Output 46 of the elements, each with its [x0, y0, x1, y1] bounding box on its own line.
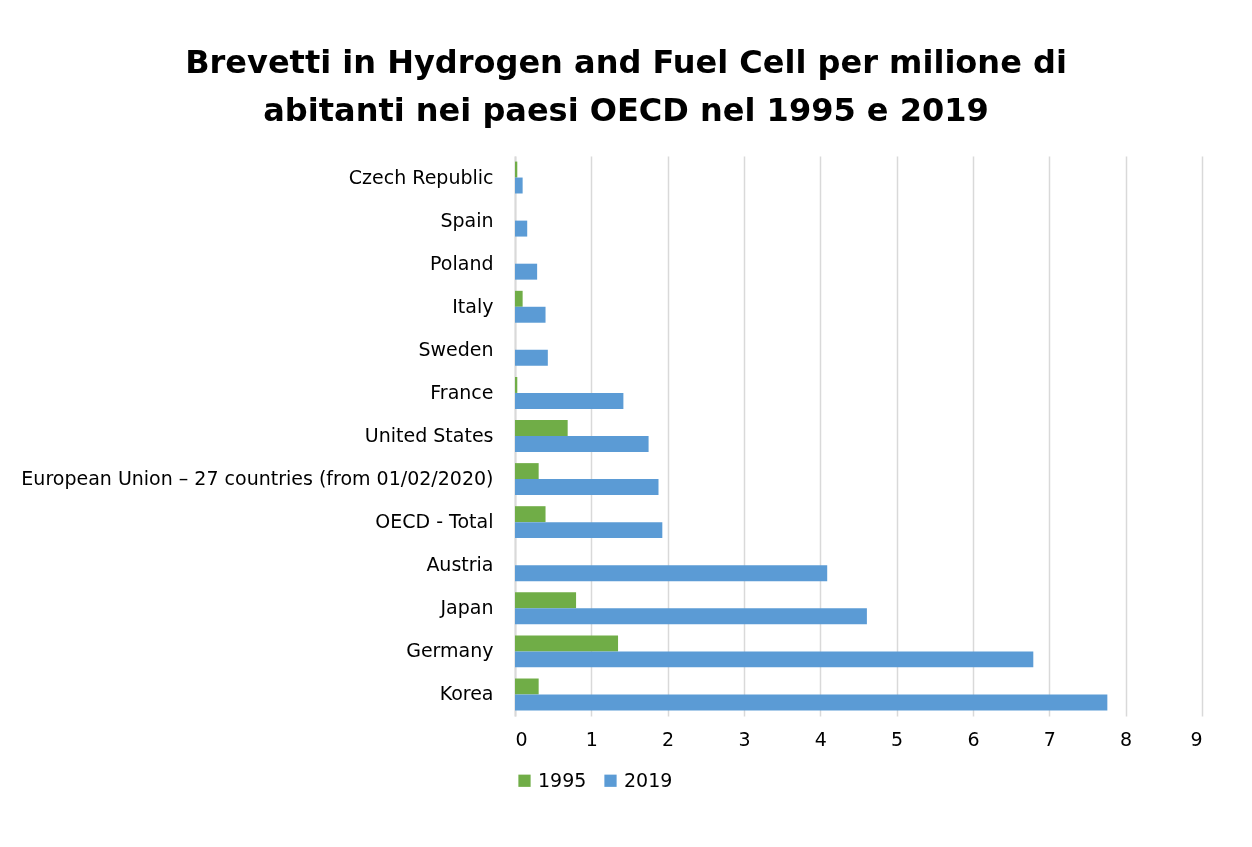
y-tick-label: European Union – 27 countries (from 01/02/2020) [21, 467, 494, 490]
bar [515, 463, 539, 480]
y-tick-label: OECD - Total [375, 510, 494, 533]
y-tick-label: Poland [430, 251, 494, 274]
bar [515, 220, 528, 237]
x-tick-label: 7 [1043, 727, 1056, 750]
legend-label: 2019 [624, 768, 673, 791]
y-tick-label: Germany [406, 639, 494, 662]
x-tick-label: 6 [967, 727, 980, 750]
bar [515, 436, 649, 452]
bar [515, 263, 538, 280]
y-tick-label: Czech Republic [348, 165, 494, 188]
x-tick-label: 2 [662, 727, 675, 750]
x-tick-label: 1 [585, 727, 598, 750]
x-tick-label: 8 [1120, 727, 1133, 750]
bar [515, 420, 568, 436]
bar [515, 392, 624, 409]
y-tick-label: Austria [426, 553, 494, 576]
bar [515, 306, 546, 323]
bar [515, 635, 619, 652]
x-tick-label: 0 [515, 727, 528, 750]
bar [515, 565, 828, 582]
chart-title: Brevetti in Hydrogen and Fuel Cell per milione di abitanti nei paesi OECD nel 1995 e 2019 [184, 42, 1068, 131]
bar [515, 651, 1034, 668]
x-tick-label: 3 [738, 727, 751, 750]
y-tick-label: Italy [452, 294, 494, 317]
bar [515, 479, 659, 496]
bar [515, 592, 577, 609]
y-tick-label: Japan [439, 596, 494, 619]
y-tick-label: France [430, 380, 494, 403]
y-tick-label: United States [364, 424, 494, 446]
bar [515, 522, 663, 539]
bar [515, 694, 1108, 711]
bar [515, 678, 539, 695]
legend-label: 1995 [538, 768, 587, 791]
bar [515, 608, 867, 625]
bar [515, 290, 523, 307]
y-tick-label: Spain [440, 208, 494, 231]
bar [515, 177, 523, 194]
x-tick-label: 5 [891, 727, 904, 750]
x-tick-label: 9 [1190, 727, 1203, 750]
y-tick-label: Korea [439, 682, 494, 705]
y-tick-label: Sweden [418, 337, 494, 360]
bar [515, 349, 548, 366]
x-tick-label: 4 [814, 727, 827, 750]
bar [515, 506, 546, 523]
